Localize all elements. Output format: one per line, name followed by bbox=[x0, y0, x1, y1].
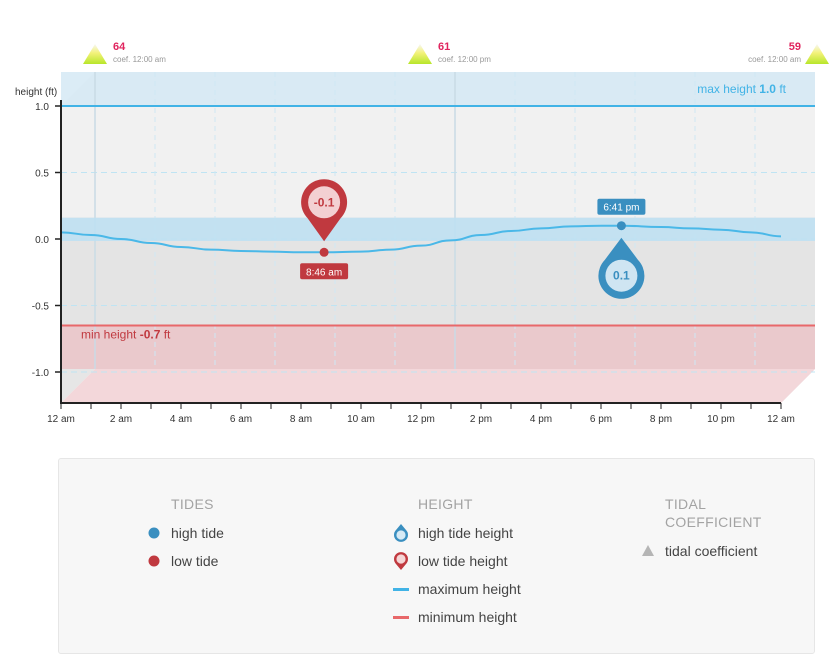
min-zone bbox=[61, 325, 815, 369]
x-tick-label-7: 2 pm bbox=[470, 414, 492, 425]
min-height-prefix: min height bbox=[81, 327, 140, 341]
y-axis-title: height (ft) bbox=[15, 87, 57, 98]
high-tide-time: 6:41 pm bbox=[603, 203, 639, 214]
legend-high-tide: high tide bbox=[148, 519, 291, 547]
coefficient-value-2: 59 bbox=[789, 41, 801, 53]
coefficient-1: 61 coef. 12:00 pm bbox=[408, 41, 491, 64]
legend-tidal-coefficient-label: tidal coefficient bbox=[665, 543, 758, 559]
low-tide-marker: -0.1 8:46 am bbox=[300, 179, 349, 280]
coefficient-value-1: 61 bbox=[438, 41, 450, 53]
low-tide-time-badge bbox=[300, 263, 349, 280]
coefficient-triangle-icon-2 bbox=[805, 44, 829, 64]
x-tick-label-9: 6 pm bbox=[590, 414, 612, 425]
max-height-prefix: max height bbox=[697, 82, 759, 96]
coefficient-triangle-icon-0 bbox=[83, 44, 107, 64]
legend-coefficient-column: TIDAL COEFFICIENT tidal coefficient bbox=[642, 495, 785, 565]
x-tick-label-8: 4 pm bbox=[530, 414, 552, 425]
min-height-line-icon bbox=[393, 616, 409, 619]
triangle-icon bbox=[642, 545, 654, 556]
legend-height-column: HEIGHT high tide height low tide height … bbox=[393, 495, 538, 631]
legend-high-tide-label: high tide bbox=[171, 525, 224, 541]
legend-low-tide: low tide bbox=[148, 547, 291, 575]
legend-maximum-height-label: maximum height bbox=[418, 581, 521, 597]
legend-low-tide-label: low tide bbox=[171, 553, 219, 569]
low-tide-height-value: -0.1 bbox=[314, 195, 335, 209]
coefficient-value-0: 64 bbox=[113, 41, 126, 53]
coefficient-triangle-icon-1 bbox=[408, 44, 432, 64]
high-tide-dot-icon bbox=[148, 527, 160, 539]
y-tick-label-4: -1.0 bbox=[32, 368, 50, 379]
y-tick-label-2: 0.0 bbox=[35, 235, 49, 246]
x-tick-label-0: 12 am bbox=[47, 414, 75, 425]
coefficient-0: 64 coef. 12:00 am bbox=[83, 41, 166, 64]
legend-high-tide-height-label: high tide height bbox=[418, 525, 513, 541]
tide-curve bbox=[60, 224, 782, 254]
legend-tides-column: TIDES high tide low tide bbox=[148, 495, 291, 575]
coefficient-time-2: coef. 12:00 am bbox=[748, 55, 801, 64]
upper-zone bbox=[61, 106, 815, 218]
legend-height-title: HEIGHT bbox=[418, 496, 473, 512]
max-height-value: 1.0 bbox=[759, 82, 776, 96]
high-tide-time-badge bbox=[597, 198, 646, 215]
legend-tidal-coefficient: tidal coefficient bbox=[642, 537, 785, 565]
max-height-label: max height 1.0 ft bbox=[697, 82, 786, 96]
high-tide-dot bbox=[616, 221, 626, 231]
x-tick-label-3: 6 am bbox=[230, 414, 252, 425]
legend-low-tide-height: low tide height bbox=[394, 547, 538, 575]
x-tick-label-1: 2 am bbox=[110, 414, 132, 425]
x-tick-label-12: 12 am bbox=[767, 414, 795, 425]
chart-legend: TIDES high tide low tide HEIGHT high tid… bbox=[58, 458, 815, 654]
legend-minimum-height: minimum height bbox=[393, 603, 538, 631]
x-tick-label-5: 10 am bbox=[347, 414, 375, 425]
legend-coefficient-title: TIDAL COEFFICIENT bbox=[665, 496, 762, 530]
tide-range-band bbox=[61, 217, 815, 241]
y-tick-label-1: 0.5 bbox=[35, 169, 49, 180]
low-tide-dot-icon bbox=[148, 555, 160, 567]
min-height-value: -0.7 bbox=[140, 327, 161, 341]
x-tick-label-4: 8 am bbox=[290, 414, 312, 425]
x-tick-label-10: 8 pm bbox=[650, 414, 672, 425]
legend-maximum-height: maximum height bbox=[393, 575, 538, 603]
min-height-unit: ft bbox=[160, 327, 171, 341]
min-height-label: min height -0.7 ft bbox=[81, 327, 171, 341]
legend-minimum-height-label: minimum height bbox=[418, 609, 517, 625]
max-height-line-icon bbox=[393, 588, 409, 591]
coefficient-time-1: coef. 12:00 pm bbox=[438, 55, 491, 64]
low-tide-time: 8:46 am bbox=[306, 267, 342, 278]
max-height-unit: ft bbox=[776, 82, 787, 96]
legend-high-tide-height: high tide height bbox=[394, 519, 538, 547]
legend-tides-title: TIDES bbox=[171, 496, 214, 512]
low-tide-dot bbox=[319, 247, 329, 257]
tide-chart: 64 coef. 12:00 am 61 coef. 12:00 pm 59 coef. … bbox=[15, 41, 829, 425]
legend-low-tide-height-label: low tide height bbox=[418, 553, 508, 569]
high-tide-height-value: 0.1 bbox=[613, 269, 630, 283]
low-tide-marker-icon bbox=[394, 552, 408, 570]
min-zone-floor bbox=[61, 369, 815, 403]
y-tick-label-3: -0.5 bbox=[32, 302, 50, 313]
coefficient-2: 59 coef. 12:00 am bbox=[748, 41, 829, 64]
x-tick-label-6: 12 pm bbox=[407, 414, 435, 425]
low-tide-pin-inner bbox=[308, 186, 341, 219]
x-tick-label-2: 4 am bbox=[170, 414, 192, 425]
high-tide-pin-inner bbox=[605, 259, 638, 292]
max-zone bbox=[61, 72, 815, 106]
x-tick-label-11: 10 pm bbox=[707, 414, 735, 425]
y-tick-label-0: 1.0 bbox=[35, 102, 49, 113]
high-tide-marker-icon bbox=[394, 524, 408, 542]
coefficient-time-0: coef. 12:00 am bbox=[113, 55, 166, 64]
high-tide-marker: 0.1 6:41 pm bbox=[597, 198, 646, 299]
